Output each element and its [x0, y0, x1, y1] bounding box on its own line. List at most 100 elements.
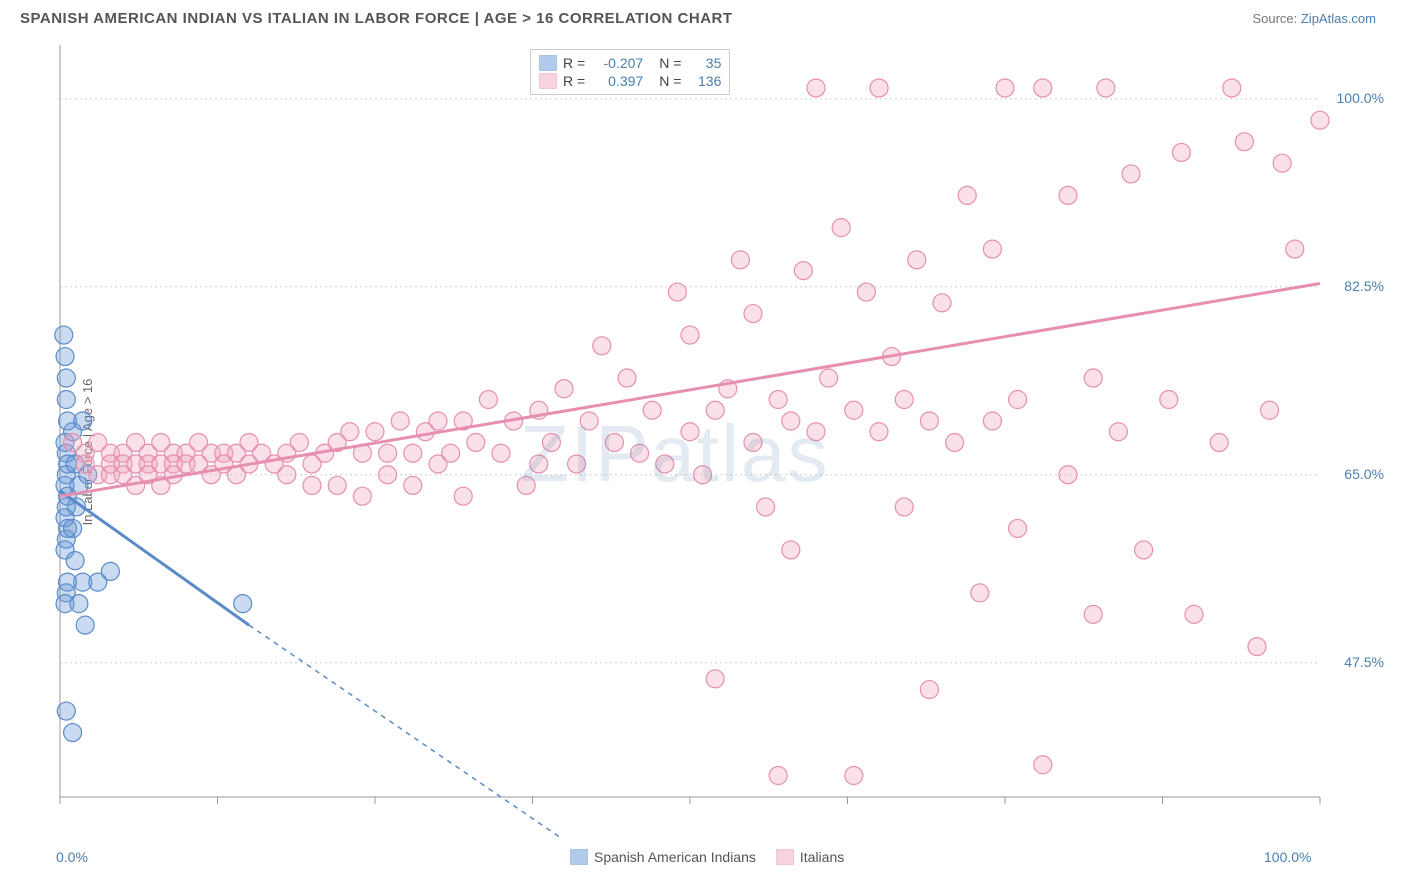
data-point: [492, 444, 510, 462]
data-point: [429, 412, 447, 430]
data-point: [1248, 638, 1266, 656]
data-point: [807, 79, 825, 97]
data-point: [328, 476, 346, 494]
legend-swatch: [539, 73, 557, 89]
data-point: [1084, 605, 1102, 623]
data-point: [442, 444, 460, 462]
data-point: [101, 562, 119, 580]
data-point: [920, 412, 938, 430]
data-point: [467, 433, 485, 451]
source-credit: Source: ZipAtlas.com: [1252, 11, 1376, 26]
data-point: [568, 455, 586, 473]
data-point: [769, 391, 787, 409]
data-point: [656, 455, 674, 473]
data-point: [593, 337, 611, 355]
data-point: [1261, 401, 1279, 419]
data-point: [1122, 165, 1140, 183]
data-point: [57, 391, 75, 409]
data-point: [278, 466, 296, 484]
data-point: [56, 348, 74, 366]
y-tick-label: 47.5%: [1344, 654, 1384, 670]
chart-title: SPANISH AMERICAN INDIAN VS ITALIAN IN LA…: [20, 10, 733, 27]
data-point: [744, 433, 762, 451]
data-point: [618, 369, 636, 387]
data-point: [996, 79, 1014, 97]
data-point: [366, 423, 384, 441]
x-tick-label: 0.0%: [56, 849, 88, 865]
data-point: [1034, 756, 1052, 774]
legend-label: Spanish American Indians: [594, 849, 756, 865]
data-point: [1311, 111, 1329, 129]
data-point: [66, 552, 84, 570]
data-point: [807, 423, 825, 441]
data-point: [64, 519, 82, 537]
data-point: [971, 584, 989, 602]
data-point: [820, 369, 838, 387]
data-point: [668, 283, 686, 301]
data-point: [694, 466, 712, 484]
data-point: [643, 401, 661, 419]
trend-line: [60, 283, 1320, 496]
data-point: [341, 423, 359, 441]
y-tick-label: 65.0%: [1344, 466, 1384, 482]
data-point: [404, 476, 422, 494]
data-point: [1084, 369, 1102, 387]
data-point: [870, 423, 888, 441]
n-label: N =: [659, 55, 681, 71]
stats-legend: R = -0.207 N = 35 R = 0.397 N = 136: [530, 49, 730, 95]
data-point: [769, 767, 787, 785]
data-point: [454, 487, 472, 505]
data-point: [920, 681, 938, 699]
data-point: [1223, 79, 1241, 97]
legend-swatch: [776, 849, 794, 865]
legend-label: Italians: [800, 849, 844, 865]
data-point: [1009, 391, 1027, 409]
data-point: [706, 401, 724, 419]
data-point: [681, 423, 699, 441]
data-point: [744, 305, 762, 323]
data-point: [234, 595, 252, 613]
data-point: [1034, 79, 1052, 97]
data-point: [70, 595, 88, 613]
data-point: [1059, 466, 1077, 484]
legend-swatch: [570, 849, 588, 865]
data-point: [57, 369, 75, 387]
data-point: [479, 391, 497, 409]
data-point: [353, 487, 371, 505]
r-label: R =: [563, 55, 585, 71]
data-point: [555, 380, 573, 398]
data-point: [74, 412, 92, 430]
r-value: -0.207: [591, 55, 643, 71]
data-point: [64, 724, 82, 742]
data-point: [1097, 79, 1115, 97]
data-point: [1009, 519, 1027, 537]
data-point: [870, 79, 888, 97]
data-point: [1160, 391, 1178, 409]
data-point: [580, 412, 598, 430]
y-tick-label: 82.5%: [1344, 278, 1384, 294]
data-point: [1172, 143, 1190, 161]
data-point: [290, 433, 308, 451]
n-value: 136: [687, 73, 721, 89]
r-label: R =: [563, 73, 585, 89]
data-point: [303, 476, 321, 494]
data-point: [946, 433, 964, 451]
series-legend: Spanish American Indians Italians: [570, 849, 844, 865]
n-label: N =: [659, 73, 681, 89]
data-point: [379, 466, 397, 484]
n-value: 35: [687, 55, 721, 71]
data-point: [983, 412, 1001, 430]
data-point: [895, 391, 913, 409]
data-point: [782, 412, 800, 430]
data-point: [757, 498, 775, 516]
data-point: [1135, 541, 1153, 559]
source-link[interactable]: ZipAtlas.com: [1301, 11, 1376, 26]
trend-line-extension: [249, 625, 627, 837]
data-point: [731, 251, 749, 269]
data-point: [706, 670, 724, 688]
data-point: [1210, 433, 1228, 451]
data-point: [1059, 186, 1077, 204]
data-point: [517, 476, 535, 494]
data-point: [1235, 133, 1253, 151]
r-value: 0.397: [591, 73, 643, 89]
